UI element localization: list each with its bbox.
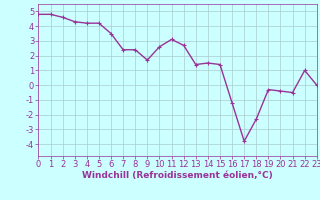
- X-axis label: Windchill (Refroidissement éolien,°C): Windchill (Refroidissement éolien,°C): [82, 171, 273, 180]
